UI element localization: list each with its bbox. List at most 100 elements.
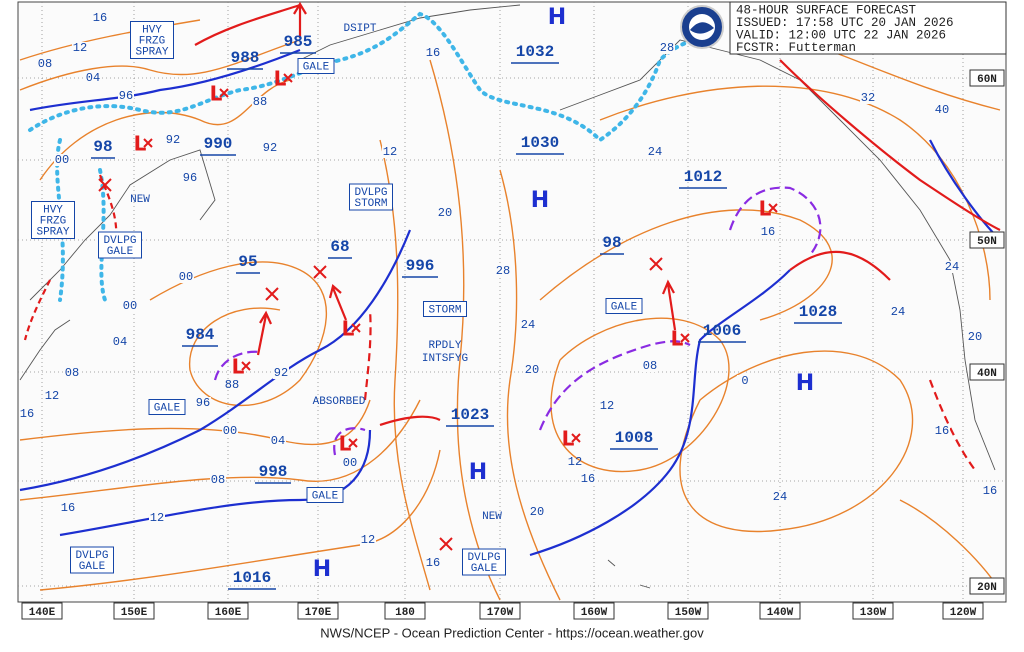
- boxed-label-frame: [70, 546, 114, 574]
- isobar-label: 12: [150, 511, 164, 525]
- boxed-label: FRZG: [40, 215, 66, 227]
- lat-label: 40N: [977, 368, 997, 380]
- lon-label: 160W: [581, 607, 608, 619]
- low-cross: [283, 73, 293, 83]
- header-line: 48-HOUR SURFACE FORECAST: [736, 3, 917, 17]
- high-center: H: [531, 188, 549, 213]
- pressure-label: 996: [406, 257, 435, 275]
- isobar-label: 00: [123, 299, 137, 313]
- isobar-label: 24: [945, 260, 959, 274]
- isobar-label-bg: [85, 72, 101, 84]
- isobar-label: 0: [741, 374, 748, 388]
- isobar-label-bg: [495, 265, 511, 277]
- isobar-label: 16: [20, 407, 34, 421]
- boxed-label: GALE: [471, 563, 498, 575]
- plain-label: NEW: [130, 194, 150, 206]
- lon-label-box: [384, 602, 426, 620]
- pressure-label: 1008: [615, 429, 653, 447]
- header-box: [729, 1, 1007, 55]
- isobar-label-bg: [737, 375, 753, 387]
- isobar-label: 16: [61, 501, 75, 515]
- isobar-label: 24: [521, 318, 535, 332]
- boxed-label: STORM: [354, 198, 387, 210]
- isobar-label-bg: [252, 96, 268, 108]
- plain-label: INTSFYG: [422, 353, 468, 365]
- isobar-label-bg: [599, 400, 615, 412]
- plain-label: DSIPT: [343, 23, 376, 35]
- isobar-label: 92: [274, 366, 288, 380]
- header-line: ISSUED: 17:58 UTC 20 JAN 2026: [736, 16, 954, 30]
- forecast-position: [98, 178, 112, 192]
- isobar-label: 24: [891, 305, 905, 319]
- isobar-label-bg: [118, 90, 134, 102]
- isobar-label: 04: [113, 335, 127, 349]
- pressure-label: 984: [186, 326, 215, 344]
- isobar-label: 08: [643, 359, 657, 373]
- low-center: L: [274, 67, 287, 91]
- isobar-label-bg: [967, 331, 983, 343]
- boxed-label-frame: [297, 58, 335, 74]
- low-center: L: [232, 355, 245, 379]
- isobar-label-bg: [262, 142, 278, 154]
- isobar-label-bg: [270, 435, 286, 447]
- pressure-label: 990: [204, 135, 233, 153]
- isobar-label: 04: [271, 434, 285, 448]
- isobar-label: 96: [196, 396, 210, 410]
- isobar-label-bg: [64, 367, 80, 379]
- lon-label: 130W: [860, 607, 887, 619]
- isobar-label-bg: [529, 506, 545, 518]
- isobar-label-bg: [60, 502, 76, 514]
- center-pressure: 00: [343, 456, 357, 470]
- low-center: L: [339, 432, 352, 456]
- coastlines: [19, 4, 996, 589]
- isobar-label: 08: [38, 57, 52, 71]
- lon-label: 140E: [29, 607, 56, 619]
- plain-label: NEW: [482, 511, 502, 523]
- isobar-label: 00: [55, 153, 69, 167]
- boxed-label: GALE: [303, 61, 330, 73]
- pressure-label: 985: [284, 33, 313, 51]
- lon-label-box: [479, 602, 521, 620]
- isobar-label-bg: [934, 104, 950, 116]
- isobar-label: 16: [426, 46, 440, 60]
- low-center: L: [210, 82, 223, 106]
- isobar-label: 12: [45, 389, 59, 403]
- lon-label: 160E: [215, 607, 242, 619]
- isobar-label: 24: [648, 145, 662, 159]
- isobar-label: 12: [73, 41, 87, 55]
- lon-label: 150W: [675, 607, 702, 619]
- pressure-label: 1028: [799, 303, 837, 321]
- isobar-label: 16: [426, 556, 440, 570]
- fronts: [19, 3, 1001, 557]
- boxed-label: HVY: [142, 24, 162, 36]
- isobar-label: 32: [861, 91, 875, 105]
- lat-label: 20N: [977, 582, 997, 594]
- isobar-label: 08: [211, 473, 225, 487]
- isobar-label-bg: [982, 485, 998, 497]
- pressure-label: 68: [330, 238, 349, 256]
- isobar-label: 00: [179, 270, 193, 284]
- isobar-label-bg: [19, 408, 35, 420]
- boxed-label-frame: [98, 231, 142, 259]
- low-cross: [571, 433, 581, 443]
- pressure-label: 98: [93, 138, 112, 156]
- boxed-label: GALE: [107, 246, 134, 258]
- boxed-label: GALE: [154, 402, 181, 414]
- boxed-label-frame: [306, 487, 344, 503]
- boxed-label: DVLPG: [467, 552, 500, 564]
- forecast-position: [265, 287, 279, 301]
- lon-label-box: [759, 602, 801, 620]
- isobar-label: 00: [223, 424, 237, 438]
- pressure-label: 1012: [684, 168, 722, 186]
- isobar-label-bg: [580, 473, 596, 485]
- low-cross: [241, 361, 251, 371]
- pressure-label: 1006: [703, 322, 741, 340]
- isobar-label: 16: [93, 11, 107, 25]
- low-cross: [219, 88, 229, 98]
- lat-label-box: [969, 363, 1005, 381]
- isobar-label: 40: [935, 103, 949, 117]
- boxed-label: DVLPG: [354, 187, 387, 199]
- boxed-label: SPRAY: [36, 226, 69, 238]
- high-center: H: [548, 5, 566, 30]
- lon-label-box: [852, 602, 894, 620]
